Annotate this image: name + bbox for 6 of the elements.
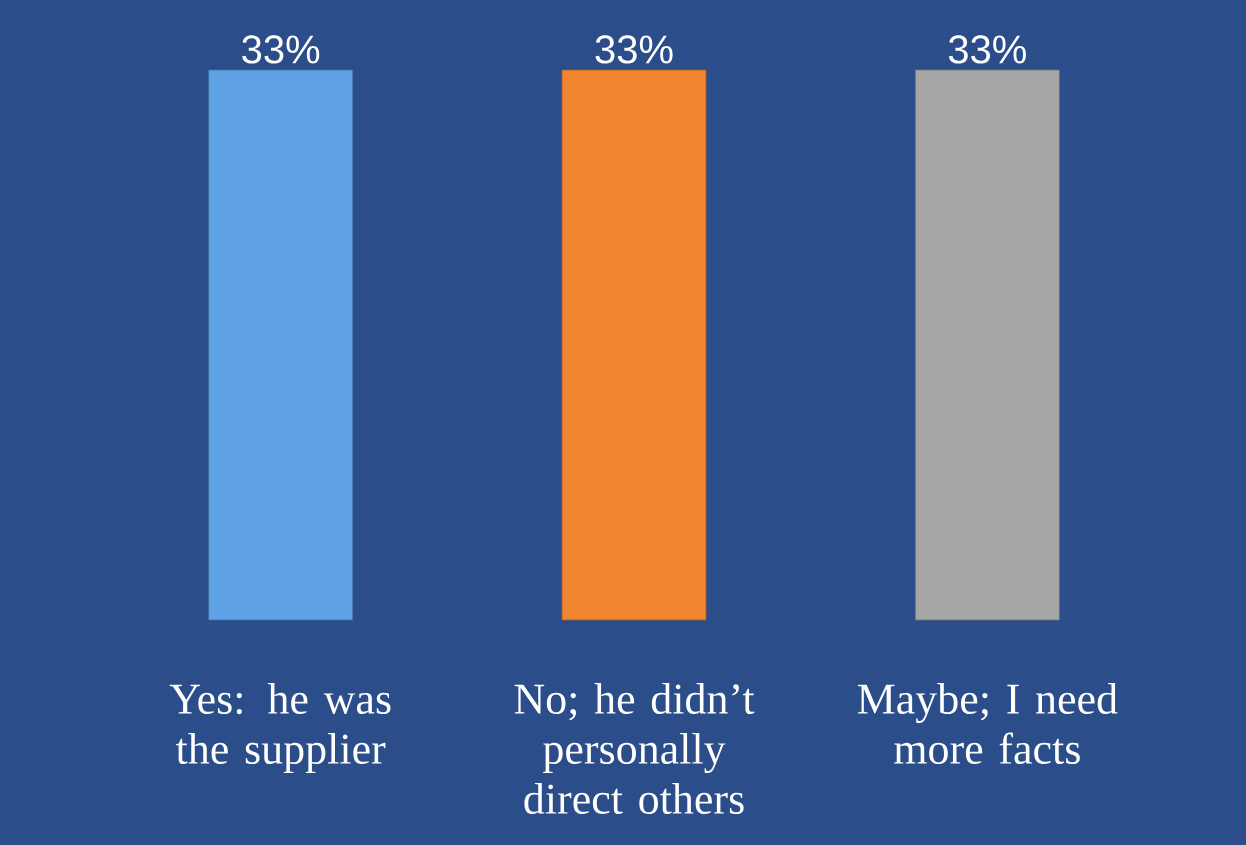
x-tick-label: Maybe; I need more facts: [857, 683, 1118, 765]
x-tick-label: No; he didn’t personally direct others: [514, 683, 755, 815]
data-label: 33%: [242, 35, 320, 64]
data-label: 33%: [595, 35, 673, 64]
data-label: 33%: [948, 35, 1026, 64]
x-tick-label: Yes: he was the supplier: [169, 683, 391, 773]
